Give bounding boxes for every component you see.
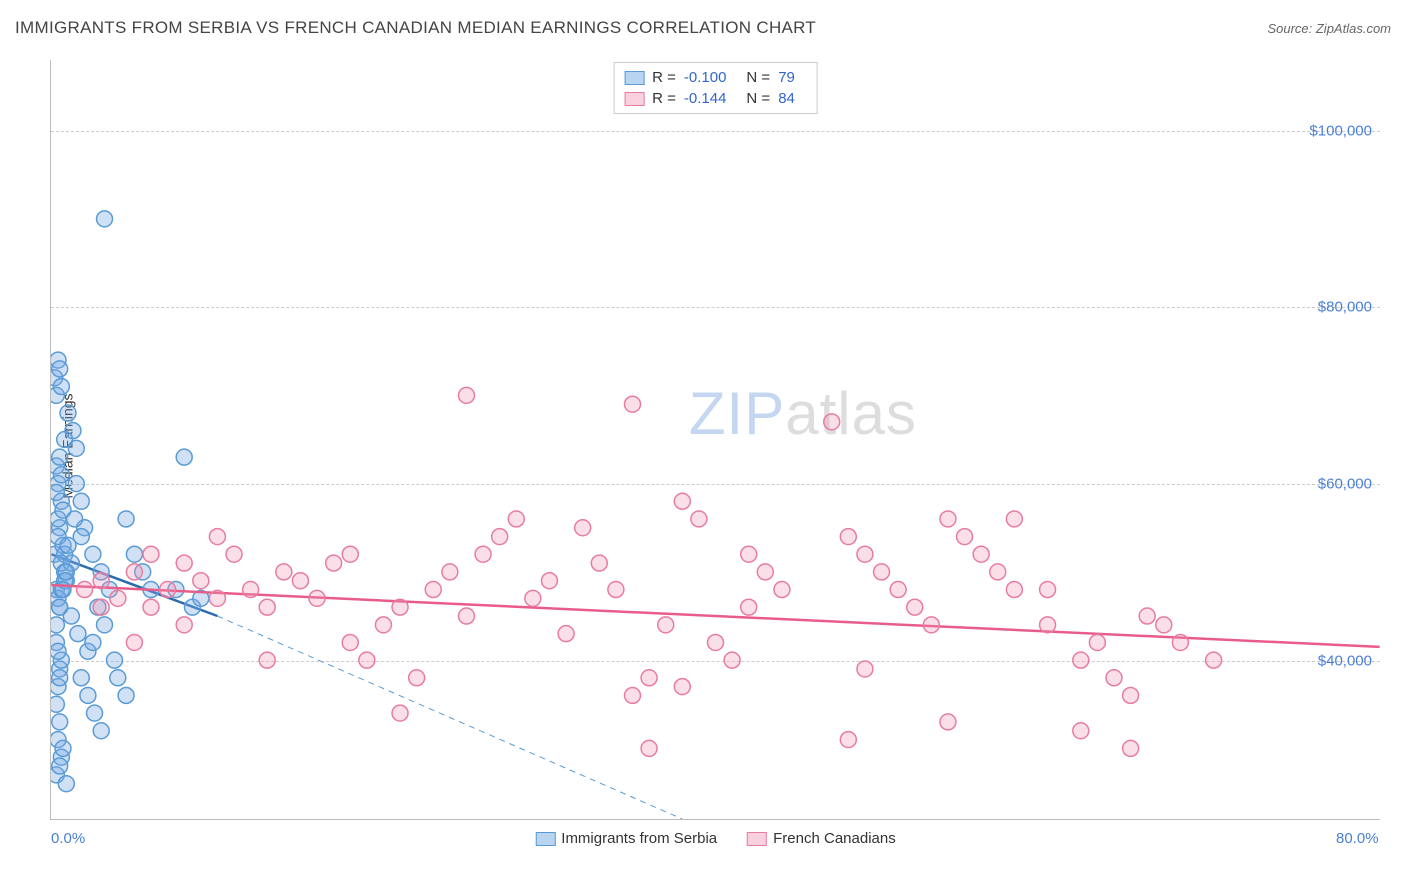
legend-label: Immigrants from Serbia	[561, 830, 717, 847]
bottom-legend: Immigrants from Serbia French Canadians	[535, 830, 895, 847]
source-label: Source: ZipAtlas.com	[1267, 21, 1391, 36]
stats-legend-box: R = -0.100 N = 79 R = -0.144 N = 84	[613, 62, 818, 114]
stats-row: R = -0.100 N = 79	[624, 67, 807, 88]
swatch-icon	[624, 92, 644, 106]
stats-row: R = -0.144 N = 84	[624, 88, 807, 109]
legend-label: French Canadians	[773, 830, 896, 847]
xtick-label: 80.0%	[1336, 830, 1379, 847]
scatter-svg	[51, 60, 1380, 819]
swatch-icon	[624, 71, 644, 85]
legend-item: Immigrants from Serbia	[535, 830, 717, 847]
xtick-label: 0.0%	[51, 830, 85, 847]
plot-area: ZIPatlas R = -0.100 N = 79 R = -0.144 N …	[50, 60, 1380, 820]
swatch-icon	[535, 832, 555, 846]
legend-item: French Canadians	[747, 830, 896, 847]
chart-title: IMMIGRANTS FROM SERBIA VS FRENCH CANADIA…	[15, 18, 816, 38]
swatch-icon	[747, 832, 767, 846]
